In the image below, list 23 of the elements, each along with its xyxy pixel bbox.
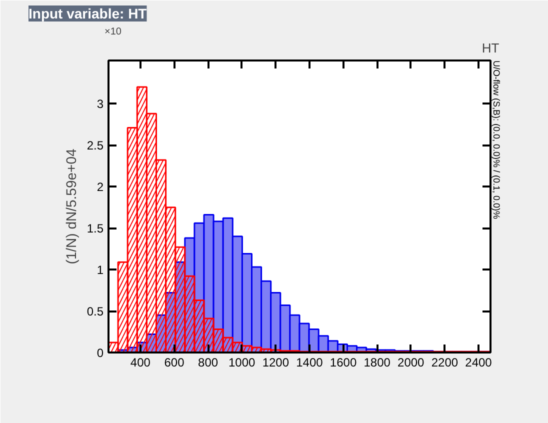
x-tick-label: 1600 xyxy=(330,356,357,370)
chart-title: Input variable: HT xyxy=(28,6,148,22)
x-tick-label: 1400 xyxy=(296,356,324,370)
x-axis-title: HT xyxy=(482,40,500,56)
y-tick-label: 1 xyxy=(96,263,104,278)
x-tick-label: 400 xyxy=(130,356,151,370)
x-tick-label: 800 xyxy=(198,356,218,370)
y-tick-label: 0.5 xyxy=(86,304,104,319)
x-tick-label: 1200 xyxy=(262,356,290,370)
x-tick-label: 2200 xyxy=(431,356,458,370)
text: ×10 xyxy=(104,26,122,38)
x-tick-label: 600 xyxy=(164,356,185,370)
y-tick-label: 2 xyxy=(96,180,104,194)
x-tick-label: 2000 xyxy=(398,356,425,370)
y-tick-label: 3 xyxy=(96,97,104,112)
y-tick-label: 2.5 xyxy=(86,138,104,153)
y-tick-label: 1.5 xyxy=(86,222,104,236)
x-tick-label: 1800 xyxy=(364,356,391,370)
x-tick-label: 2400 xyxy=(465,356,492,370)
x-tick-label: 1000 xyxy=(228,356,256,370)
y-tick-label: 0 xyxy=(96,346,104,360)
text: U/O-flow (S,B): (0.0, 0.0)% / (0.1, 0.0)% xyxy=(492,60,502,220)
y-axis-title: (1/N) dN/5.59e+04 xyxy=(62,148,79,264)
